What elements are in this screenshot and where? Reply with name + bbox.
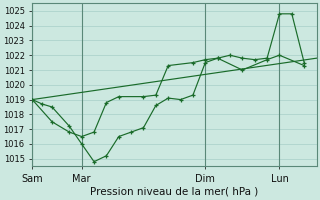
X-axis label: Pression niveau de la mer( hPa ): Pression niveau de la mer( hPa ) — [90, 187, 259, 197]
